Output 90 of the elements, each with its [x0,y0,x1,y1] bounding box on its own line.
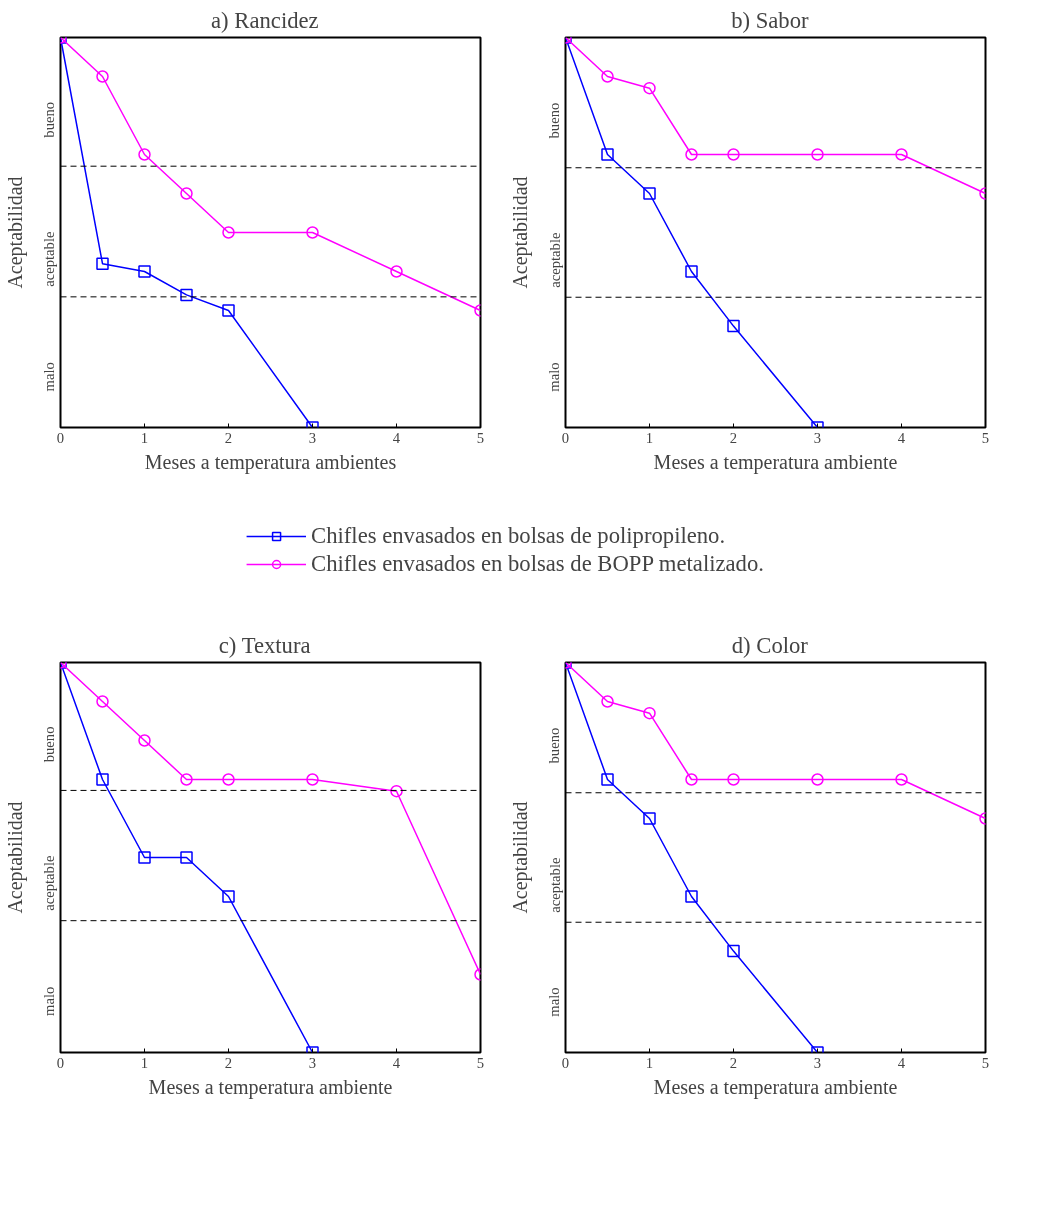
point [601,70,614,83]
x-tick-label: 3 [308,429,317,446]
point [811,148,824,161]
point [601,773,614,786]
x-tick-label: 4 [392,429,401,446]
point [685,773,698,786]
point [306,226,319,239]
x-tick-label: 4 [897,1054,906,1071]
x-axis-title: Meses a temperatura ambientes [144,450,397,474]
x-tick-label: 5 [476,429,485,446]
x-tick-label: 1 [140,1054,149,1071]
point [601,695,614,708]
point [390,265,403,278]
point [180,773,193,786]
point [96,695,109,708]
point [96,773,109,786]
x-tick-label: 1 [645,1054,654,1071]
text: malo [546,362,563,392]
point [727,944,740,958]
y-axis-title: Aceptabilidad [3,801,27,914]
legend-label: Chifles envasados en bolsas de polipropileno. [311,523,726,549]
point [96,70,109,83]
x-tick-label: 1 [645,429,654,446]
point [643,812,656,825]
point [685,148,698,161]
point [895,148,908,161]
x-tick-label: 5 [981,429,990,446]
x-tick-label: 3 [813,429,822,446]
point [685,265,698,278]
x-axis-title: Meses a temperatura ambiente [653,450,898,474]
x-tick-label: 5 [476,1054,485,1071]
text: aceptable [546,857,563,913]
y-axis-title: Aceptabilidad [508,176,532,289]
point [727,773,740,786]
x-tick-label: 3 [308,1054,317,1071]
x-axis-title: Meses a temperatura ambiente [148,1075,393,1099]
x-tick-label: 2 [224,429,233,446]
x-tick-label: 4 [897,429,906,446]
chart-title: b) Sabor [731,7,809,33]
point [222,773,235,786]
chart-title: d) Color [731,632,809,658]
text: malo [41,362,58,392]
x-tick-label: 2 [729,429,738,446]
text: malo [546,987,563,1017]
point [180,187,193,200]
x-tick-label: 0 [561,429,570,446]
text: aceptable [41,231,58,287]
text: aceptable [41,855,58,911]
point [96,257,109,270]
text: bueno [41,726,58,763]
point [685,890,698,903]
x-tick-label: 0 [56,1054,65,1071]
x-tick-label: 3 [813,1054,822,1071]
x-tick-label: 1 [140,429,149,446]
x-tick-label: 4 [392,1054,401,1071]
x-tick-label: 2 [224,1054,233,1071]
point [727,148,740,161]
chart-title: c) Textura [218,632,311,658]
point [601,148,614,161]
point [138,734,151,747]
x-tick-label: 0 [561,1054,570,1071]
point [138,148,151,161]
x-axis-title: Meses a temperatura ambiente [653,1075,898,1099]
x-tick-label: 2 [729,1054,738,1071]
point [643,187,656,200]
text: bueno [546,727,563,764]
point [811,773,824,786]
point [306,773,319,786]
point [222,226,235,239]
point [390,784,403,798]
point [727,319,740,333]
point [180,288,193,302]
chart-title: a) Rancidez [211,7,319,33]
point [138,851,151,864]
x-tick-label: 0 [56,429,65,446]
legend-label: Chifles envasados en bolsas de BOPP metalizado. [311,551,764,577]
point [222,890,235,903]
point [643,706,656,720]
point [138,265,151,278]
text: bueno [41,101,58,138]
point [643,81,656,95]
point [895,773,908,786]
text: malo [41,986,58,1016]
point [180,851,193,864]
x-tick-label: 5 [981,1054,990,1071]
text: aceptable [546,232,563,288]
text: bueno [546,102,563,139]
y-axis-title: Aceptabilidad [3,176,27,289]
y-axis-title: Aceptabilidad [508,801,532,914]
point [222,304,235,317]
